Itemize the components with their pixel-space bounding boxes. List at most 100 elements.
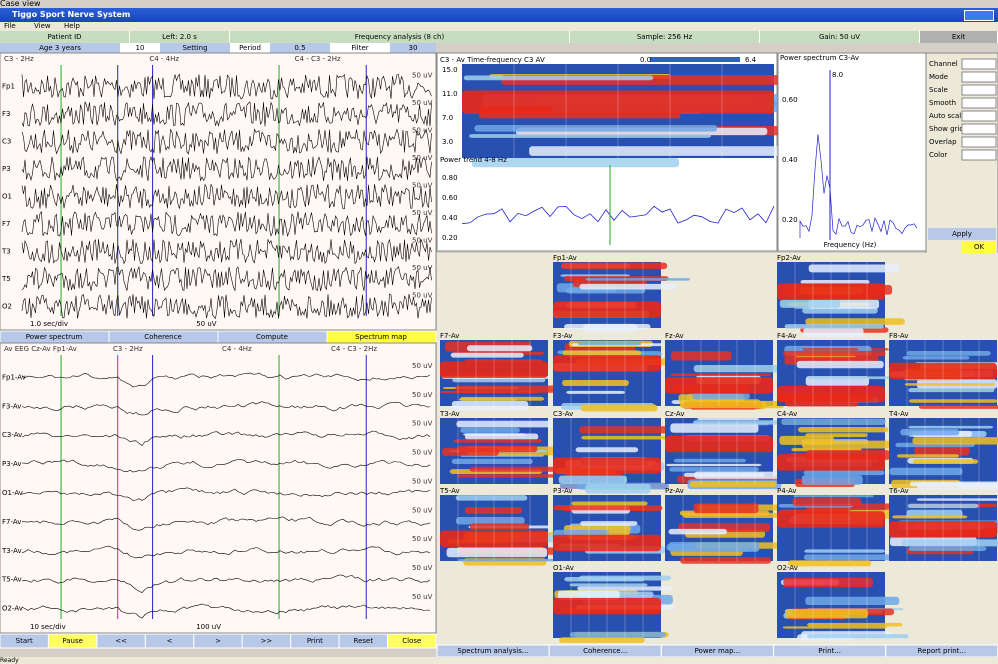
button-label: Spectrum analysis...	[457, 647, 528, 655]
heatmap-band	[785, 324, 884, 329]
y-tick-label: 0.20	[782, 216, 798, 224]
heatmap-band	[669, 542, 760, 552]
heatmap-band	[786, 609, 868, 619]
heatmap-band	[903, 356, 970, 359]
heatmap-band	[693, 393, 750, 399]
button-label: >	[215, 637, 221, 645]
heatmap-band	[456, 517, 525, 524]
heatmap-band	[447, 548, 547, 557]
heatmap-band	[458, 559, 558, 562]
eeg-header: C4 - 4Hz	[149, 55, 179, 63]
heatmap-band	[912, 437, 998, 444]
heatmap-band	[553, 505, 647, 510]
heatmap-band	[697, 418, 759, 420]
scale-label: 50 uV	[412, 477, 433, 485]
scale-label: 50 uV	[412, 362, 433, 370]
scale-label: 50 uV	[412, 420, 433, 428]
control-input[interactable]	[962, 59, 996, 69]
control-input[interactable]	[962, 150, 996, 160]
topo-label: T5-Av	[439, 487, 460, 495]
y-tick-label: 7.0	[442, 114, 453, 122]
heatmap-band	[474, 125, 717, 132]
scale-label: 50 uV	[412, 236, 433, 244]
heatmap-band	[465, 507, 522, 514]
x-label: Frequency (Hz)	[824, 241, 877, 249]
heatmap-band	[917, 498, 998, 500]
control-input[interactable]	[962, 72, 996, 82]
heatmap-band	[913, 459, 978, 464]
channel-label: O2	[2, 302, 12, 310]
heatmap-band	[562, 350, 641, 355]
eeg-footer: 1.0 sec/div	[30, 320, 68, 328]
heatmap-band	[783, 351, 886, 356]
heatmap-band	[781, 419, 885, 425]
eeg-panel	[0, 343, 436, 633]
heatmap-band	[798, 427, 889, 432]
colorbar-label: 0.0	[640, 56, 651, 64]
eeg-header: C3 - 2Hz	[113, 345, 143, 353]
channel-label: P3-Av	[2, 460, 22, 468]
button-label: Apply	[952, 230, 972, 238]
heatmap-band	[456, 495, 528, 500]
heatmap-band	[680, 401, 784, 408]
eeg-panel	[0, 53, 436, 330]
eeg-header: Av EEG Cz-Av Fp1-Av	[4, 345, 77, 353]
heatmap-band	[802, 475, 863, 485]
eeg-footer: 10 sec/div	[30, 623, 66, 631]
control-label: Auto scale	[929, 112, 966, 120]
heatmap-band	[454, 439, 542, 442]
heatmap-band	[890, 468, 963, 475]
status: Ready	[0, 657, 19, 664]
heatmap-band	[571, 501, 647, 505]
heatmap-band	[804, 470, 885, 475]
heatmap-band	[805, 318, 904, 325]
topo-label: P4-Av	[777, 487, 797, 495]
topo-label: C4-Av	[777, 410, 797, 418]
panel-title: Power trend 4-8 Hz	[440, 156, 507, 164]
heatmap-band	[804, 549, 885, 552]
heatmap-band	[689, 481, 776, 487]
topo-label: Cz-Av	[665, 410, 684, 418]
heatmap-band	[783, 626, 887, 628]
y-tick-label: 0.60	[442, 194, 458, 202]
topo-label: Fp2-Av	[777, 254, 801, 262]
control-input[interactable]	[962, 98, 996, 108]
app: Case view Tiggo Sport Nerve System FileV…	[0, 0, 998, 664]
heatmap-band	[674, 459, 746, 463]
channel-label: P3	[2, 165, 11, 173]
control-input[interactable]	[962, 137, 996, 147]
heatmap-band	[694, 365, 779, 372]
eeg-footer: 100 uV	[196, 623, 221, 631]
channel-label: Fp1-Av	[2, 373, 26, 381]
heatmap-band	[807, 623, 902, 627]
topo-label: Fz-Av	[665, 332, 684, 340]
heatmap-band	[564, 324, 650, 329]
topo-label: T3-Av	[439, 410, 460, 418]
eeg-header: C3 - 2Hz	[4, 55, 34, 63]
scale-label: 50 uV	[412, 264, 433, 272]
heatmap-band	[464, 76, 654, 81]
heatmap-band	[456, 385, 562, 392]
button-label: <	[167, 637, 173, 645]
channel-label: F3-Av	[2, 402, 21, 410]
control-input[interactable]	[962, 85, 996, 95]
heatmap-band	[908, 388, 994, 392]
heatmap-band	[570, 583, 648, 586]
tab-label: Power spectrum	[26, 333, 83, 341]
heatmap-band	[807, 634, 909, 638]
heatmap-band	[666, 464, 762, 466]
heatmap-band	[694, 503, 759, 513]
heatmap-band	[529, 146, 814, 156]
button-label: Start	[16, 637, 33, 645]
y-tick-label: 11.0	[442, 90, 458, 98]
control-input[interactable]	[962, 111, 996, 121]
heatmap-band	[470, 523, 529, 529]
topo-label: O1-Av	[553, 564, 574, 572]
channel-label: Fp1	[2, 83, 15, 91]
heatmap-band	[581, 405, 658, 412]
heatmap-band	[442, 448, 499, 456]
tab-label: Coherence	[144, 333, 182, 341]
control-input[interactable]	[962, 124, 996, 134]
panel-title: Power spectrum C3-Av	[780, 54, 859, 62]
heatmap-band	[684, 473, 765, 477]
